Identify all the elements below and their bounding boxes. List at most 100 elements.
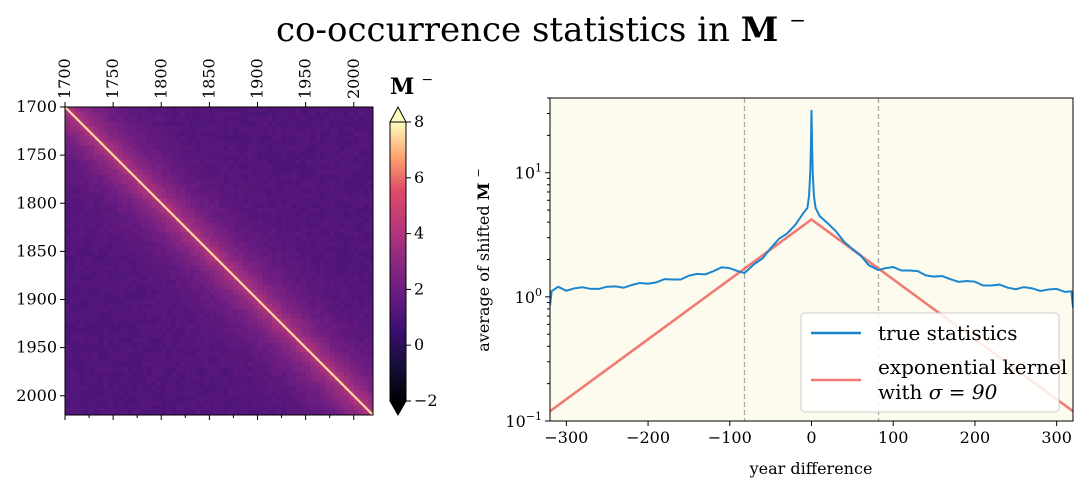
heatmap-cell: [103, 299, 109, 305]
heatmap-cell: [79, 241, 85, 247]
heatmap-cell: [368, 289, 374, 295]
heatmap-cell: [300, 299, 306, 305]
heatmap-cell: [89, 193, 95, 199]
heatmap-cell: [93, 347, 99, 353]
heatmap-cell: [146, 270, 152, 276]
heatmap-cell: [233, 366, 239, 372]
heatmap-cell: [156, 203, 162, 209]
heatmap-cell: [329, 140, 335, 146]
heatmap-cell: [315, 275, 321, 281]
heatmap-cell: [190, 208, 196, 214]
heatmap-cell: [353, 131, 359, 137]
heatmap-cell: [69, 241, 75, 247]
heatmap-cell: [286, 188, 292, 194]
heatmap-cell: [204, 212, 210, 218]
heatmap-cell: [305, 116, 311, 122]
heatmap-cell: [300, 357, 306, 363]
heatmap-cell: [219, 111, 225, 117]
heatmap-cell: [267, 299, 273, 305]
heatmap-cell: [223, 362, 229, 368]
heatmap-cell: [156, 111, 162, 117]
heatmap-cell: [214, 362, 220, 368]
heatmap-cell: [175, 241, 181, 247]
heatmap-cell: [161, 198, 167, 204]
heatmap-cell: [185, 241, 191, 247]
heatmap-cell: [151, 164, 157, 170]
heatmap-cell: [363, 212, 369, 218]
heatmap-cell: [156, 299, 162, 305]
heatmap-cell: [271, 395, 278, 401]
heatmap-cell: [358, 299, 364, 305]
heatmap-cell: [324, 169, 330, 175]
heatmap-cell: [190, 366, 196, 372]
heatmap-cell: [344, 256, 350, 262]
heatmap-cell: [363, 390, 369, 397]
heatmap-cell: [358, 313, 364, 320]
heatmap-cell: [334, 222, 340, 228]
heatmap-cell: [185, 270, 191, 276]
heatmap-cell: [214, 342, 220, 348]
heatmap-cell: [199, 390, 205, 397]
heatmap-cell: [353, 333, 359, 339]
heatmap-cell: [344, 289, 350, 295]
heatmap-cell: [262, 328, 268, 334]
heatmap-cell: [353, 203, 359, 209]
heatmap-cell: [127, 285, 133, 291]
heatmap-cell: [108, 371, 114, 377]
heatmap-cell: [223, 174, 229, 180]
heatmap-cell: [281, 347, 287, 353]
heatmap-cell: [276, 232, 282, 238]
heatmap-cell: [146, 169, 152, 175]
heatmap-cell: [291, 381, 297, 387]
heatmap-cell: [185, 150, 191, 156]
heatmap-cell: [368, 275, 374, 281]
heatmap-cell: [194, 381, 201, 387]
heatmap-cell: [166, 256, 172, 262]
heatmap-cell: [117, 328, 124, 334]
heatmap-cell: [79, 328, 85, 334]
heatmap-cell: [65, 236, 71, 243]
heatmap-cell: [252, 140, 258, 146]
heatmap-cell: [228, 150, 234, 156]
heatmap-cell: [185, 116, 191, 122]
heatmap-cell: [89, 208, 95, 214]
heatmap-cell: [156, 338, 162, 344]
heatmap-cell: [228, 309, 234, 315]
heatmap-cell: [281, 169, 287, 175]
heatmap-cell: [170, 347, 176, 353]
heatmap-cell: [214, 246, 220, 252]
heatmap-cell: [219, 265, 225, 271]
heatmap-cell: [93, 357, 99, 363]
heatmap-cell: [228, 362, 234, 368]
heatmap-cell: [300, 400, 306, 406]
heatmap-cell: [291, 208, 297, 214]
heatmap-cell: [103, 342, 109, 348]
heatmap-cell: [324, 232, 330, 238]
heatmap-cell: [166, 241, 172, 247]
title-text: co-occurrence statistics in: [276, 10, 730, 50]
heatmap-cell: [89, 381, 95, 387]
heatmap-cell: [262, 333, 268, 339]
heatmap-cell: [267, 222, 273, 228]
heatmap-cell: [276, 164, 282, 170]
heatmap-cell: [271, 174, 278, 180]
heatmap-cell: [127, 309, 133, 315]
heatmap-cell: [368, 169, 374, 175]
heatmap-cell: [243, 289, 249, 295]
heatmap-cell: [324, 203, 330, 209]
heatmap-cell: [296, 140, 302, 146]
heatmap-cell: [117, 111, 124, 117]
heatmap-cell: [142, 236, 148, 243]
heatmap-cell: [276, 241, 282, 247]
heatmap-cell: [238, 179, 244, 185]
heatmap-cell: [194, 338, 201, 344]
heatmap-cell: [223, 135, 229, 141]
heatmap-cell: [180, 140, 186, 146]
heatmap-cell: [276, 376, 282, 382]
heatmap-cell: [281, 371, 287, 377]
heatmap-cell: [247, 270, 253, 276]
heatmap-cell: [166, 121, 172, 127]
heatmap-cell: [74, 333, 80, 339]
heatmap-cell: [142, 386, 148, 392]
heatmap-cell: [329, 342, 335, 348]
